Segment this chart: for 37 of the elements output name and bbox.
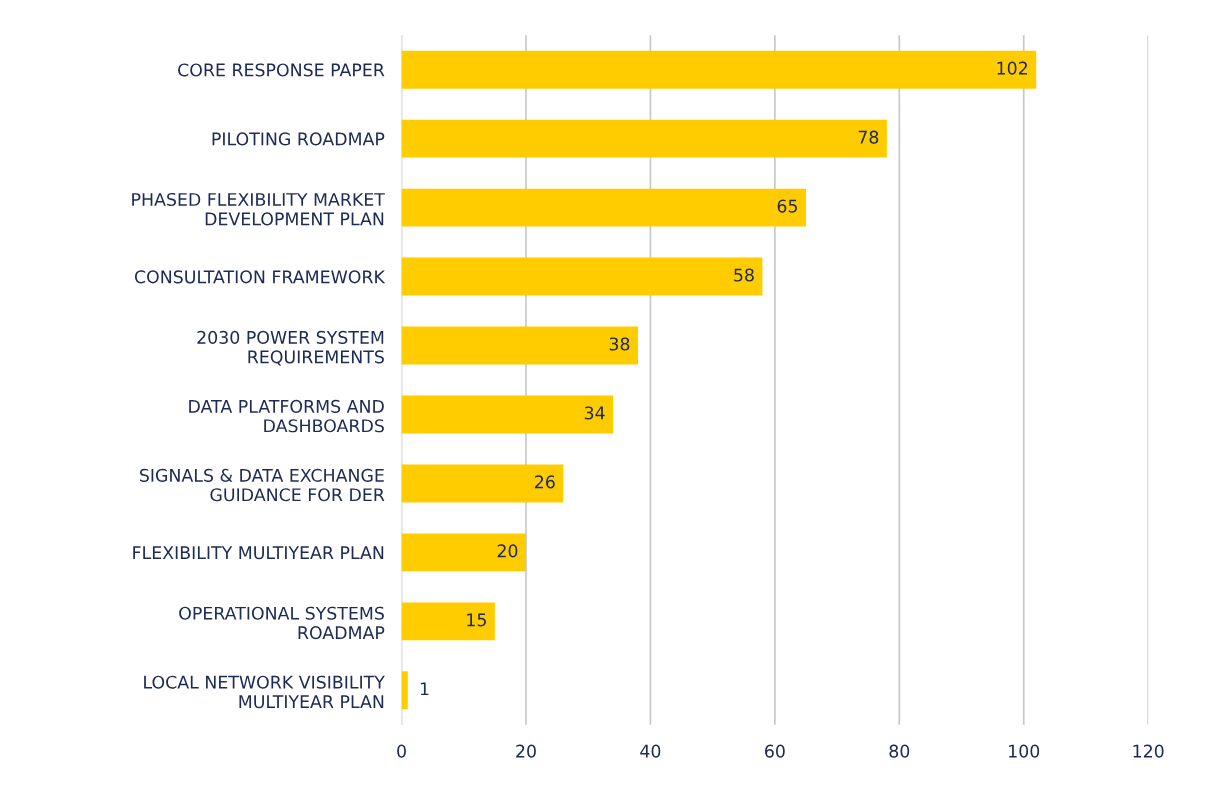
x-tick-label: 0 — [397, 744, 406, 758]
x-tick-label: 40 — [640, 744, 661, 758]
bar — [401, 602, 495, 641]
data-label: 78 — [858, 130, 879, 144]
bar — [401, 257, 763, 296]
data-label: 34 — [584, 406, 605, 420]
y-tick-label: 2030 POWER SYSTEM REQUIREMENTS — [197, 330, 384, 366]
y-tick-label: PHASED FLEXIBILITY MARKET DEVELOPMENT PLAN — [132, 192, 385, 226]
data-label: 15 — [467, 613, 486, 627]
bar — [401, 533, 526, 572]
data-label: 102 — [997, 61, 1027, 75]
data-label: 38 — [609, 337, 630, 351]
y-tick-label: PILOTING ROADMAP — [212, 132, 385, 146]
bar — [401, 326, 638, 365]
y-tick-label: DATA PLATFORMS AND DASHBOARDS — [189, 399, 384, 433]
x-tick-label: 80 — [889, 744, 910, 758]
data-label: 58 — [734, 268, 754, 282]
data-label: 65 — [777, 199, 797, 213]
x-tick-label: 100 — [1009, 744, 1040, 758]
data-label: 1 — [420, 682, 429, 696]
data-label: 20 — [497, 544, 518, 558]
y-tick-label: CORE RESPONSE PAPER — [178, 63, 385, 77]
data-label: 26 — [535, 475, 555, 489]
bar — [401, 464, 564, 503]
x-tick-label: 120 — [1133, 744, 1164, 758]
bar — [401, 395, 614, 434]
y-tick-label: SIGNALS & DATA EXCHANGE GUIDANCE FOR DER — [139, 468, 385, 502]
y-tick-label: CONSULTATION FRAMEWORK — [134, 270, 386, 284]
y-tick-label: LOCAL NETWORK VISIBILITY MULTIYEAR PLAN — [144, 675, 385, 709]
x-tick-label: 20 — [516, 744, 536, 758]
y-tick-label: FLEXIBILITY MULTIYEAR PLAN — [133, 546, 384, 560]
x-tick-label: 60 — [765, 744, 785, 758]
bar — [401, 119, 887, 158]
y-tick-label: OPERATIONAL SYSTEMS ROADMAP — [179, 606, 385, 640]
bar — [401, 671, 408, 710]
bar — [401, 50, 1037, 89]
bar — [401, 188, 806, 227]
